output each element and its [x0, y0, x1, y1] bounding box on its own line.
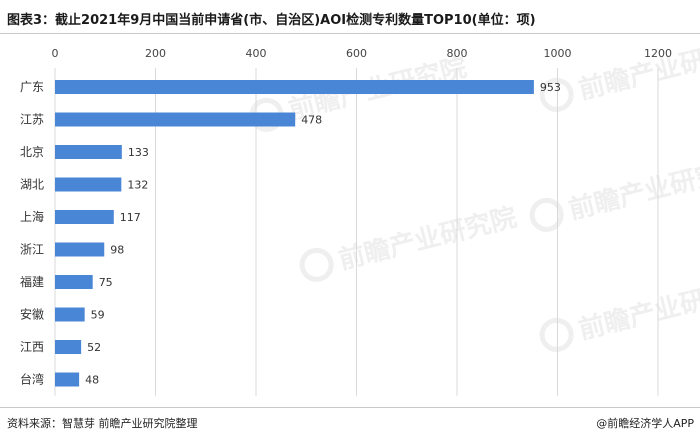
chart-title: 图表3：截止2021年9月中国当前申请省(市、自治区)AOI检测专利数量TOP1…: [7, 13, 536, 28]
value-label: 117: [120, 211, 141, 224]
value-label: 478: [301, 114, 322, 127]
x-tick-label: 1000: [544, 47, 572, 60]
category-label: 福建: [20, 274, 44, 289]
category-label: 安徽: [20, 307, 44, 322]
category-label: 台湾: [20, 372, 44, 387]
bar-chart: 0 200 400 600 800 1000 1200 广东 953 江苏 478 北京 133 湖北 13…: [0, 40, 700, 400]
bar: [55, 177, 122, 192]
bar: [55, 145, 122, 159]
bar: [55, 372, 80, 387]
bar: [55, 340, 82, 354]
category-label: 浙江: [20, 243, 44, 257]
x-tick-label: 200: [145, 47, 166, 60]
value-label: 52: [87, 341, 101, 354]
category-label: 江苏: [20, 113, 44, 127]
bar: [55, 112, 296, 127]
bar: [55, 80, 534, 94]
value-label: 59: [91, 309, 105, 322]
bar: [55, 275, 93, 289]
x-tick-label: 600: [346, 47, 367, 60]
bar: [55, 307, 85, 322]
value-label: 75: [99, 276, 113, 289]
value-label: 98: [110, 244, 124, 257]
credit: @前瞻经济学人APP: [596, 415, 694, 431]
category-label: 江西: [20, 340, 44, 354]
x-tick-label: 0: [52, 47, 59, 60]
title-divider: [0, 33, 700, 34]
bar: [55, 210, 114, 224]
credit-text: @前瞻经济学人APP: [596, 417, 694, 430]
x-tick-label: 1200: [644, 47, 672, 60]
bar-chart-svg: 0 200 400 600 800 1000 1200 广东 953 江苏 478 北京 133 湖北 13…: [20, 47, 672, 396]
source-note: 资料来源：智慧芽 前瞻产业研究院整理: [7, 417, 198, 430]
bar: [55, 242, 105, 257]
value-label: 132: [127, 179, 148, 192]
footer-divider: [0, 407, 700, 408]
category-label: 上海: [20, 209, 44, 224]
category-label: 北京: [20, 145, 44, 159]
x-tick-label: 800: [447, 47, 468, 60]
category-label: 湖北: [20, 177, 44, 192]
x-tick-label: 400: [246, 47, 267, 60]
value-label: 133: [128, 146, 149, 159]
category-label: 广东: [20, 80, 44, 94]
value-label: 48: [85, 374, 99, 387]
value-label: 953: [540, 81, 561, 94]
